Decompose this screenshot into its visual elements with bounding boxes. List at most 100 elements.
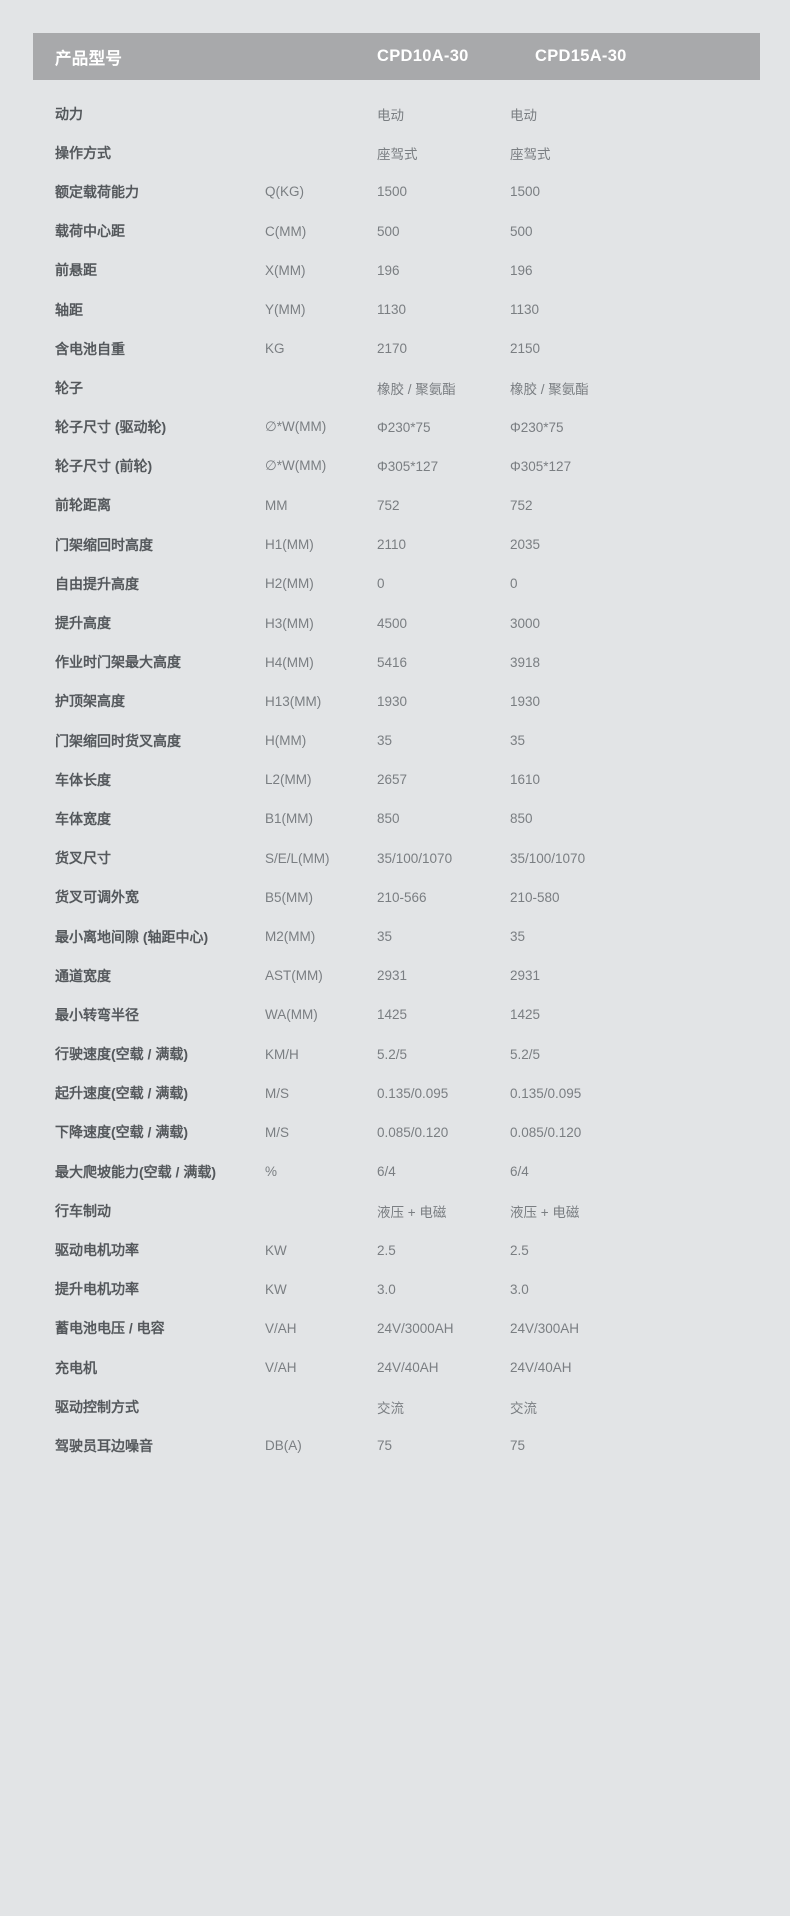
row-value-model-1: 35/100/1070 — [377, 850, 453, 866]
row-value-model-1: 2931 — [377, 968, 408, 984]
row-value-model-2: 交流 — [510, 1400, 537, 1416]
row-value-model-1: 2657 — [377, 772, 408, 788]
row-value-model-1: 2170 — [377, 341, 408, 357]
row-value-model-2: 5.2/5 — [510, 1046, 541, 1062]
row-unit: H4(MM) — [265, 654, 314, 670]
row-value-model-1: 2.5 — [377, 1242, 396, 1258]
row-unit: Y(MM) — [265, 302, 306, 318]
table-row: 最大爬坡能力(空载 / 满载)% 6/4 6/4 — [33, 1152, 760, 1191]
row-value-model-2: 24V/40AH — [510, 1360, 572, 1376]
table-row: 起升速度(空载 / 满载) M/S 0.135/0.095 0.135/0.095 — [33, 1074, 760, 1113]
row-value-model-2: 752 — [510, 497, 533, 513]
table-row: 提升电机功率 KW 3.0 3.0 — [33, 1270, 760, 1309]
row-value-model-1: 850 — [377, 811, 400, 827]
product-specification-table: 产品型号 CPD10A-30 CPD15A-30 动力 电动 电动 操作方式 座驾式 座驾… — [33, 33, 760, 1466]
row-unit: H(MM) — [265, 733, 307, 749]
row-value-model-2: 0.135/0.095 — [510, 1085, 582, 1101]
row-value-model-1: 0.085/0.120 — [377, 1124, 449, 1140]
table-row: 载荷中心距 C(MM) 500 500 — [33, 212, 760, 251]
row-value-model-1: 24V/3000AH — [377, 1320, 454, 1336]
row-value-model-2: 1425 — [510, 1007, 541, 1023]
table-row: 车体长度 L2(MM) 2657 1610 — [33, 760, 760, 799]
row-value-model-2: 0.085/0.120 — [510, 1124, 582, 1140]
row-unit: H1(MM) — [265, 537, 314, 553]
row-value-model-1: 座驾式 — [377, 146, 418, 162]
row-value-model-2: 75 — [510, 1438, 526, 1454]
row-value-model-2: 3000 — [510, 615, 541, 631]
row-value-model-2: 液压 + 电磁 — [510, 1204, 580, 1220]
table-row: 轮子 橡胶 / 聚氨酯 橡胶 / 聚氨酯 — [33, 368, 760, 407]
row-value-model-1: 橡胶 / 聚氨酯 — [377, 381, 456, 397]
row-label: 货叉可调外宽 — [55, 889, 139, 906]
row-value-model-1: Φ230*75 — [377, 419, 431, 435]
row-label: 行车制动 — [55, 1202, 111, 1219]
table-row: 驱动控制方式 交流 交流 — [33, 1387, 760, 1426]
row-value-model-1: 35 — [377, 733, 393, 749]
row-value-model-1: Φ305*127 — [377, 458, 439, 474]
row-unit: KM/H — [265, 1046, 299, 1062]
row-unit: Q(KG) — [265, 184, 304, 200]
table-row: 前轮距离 MM 752 752 — [33, 486, 760, 525]
table-row: 最小离地间隙 (轴距中心) M2(MM) 35 35 — [33, 917, 760, 956]
row-value-model-1: 6/4 — [377, 1164, 396, 1180]
row-label: 轮子 — [55, 379, 83, 396]
row-label: 车体宽度 — [55, 810, 111, 827]
table-row: 含电池自重 KG 2170 2150 — [33, 329, 760, 368]
row-value-model-1: 5.2/5 — [377, 1046, 408, 1062]
table-header-row: 产品型号 CPD10A-30 CPD15A-30 — [33, 33, 760, 80]
table-row: 提升高度 H3(MM) 4500 3000 — [33, 603, 760, 642]
row-value-model-1: 1425 — [377, 1007, 408, 1023]
table-row: 通道宽度 AST(MM) 2931 2931 — [33, 956, 760, 995]
row-unit: DB(A) — [265, 1438, 302, 1454]
table-row: 下降速度(空载 / 满载) M/S 0.085/0.120 0.085/0.120 — [33, 1113, 760, 1152]
row-unit: KW — [265, 1242, 287, 1258]
row-label: 载荷中心距 — [55, 223, 125, 240]
row-unit: H13(MM) — [265, 693, 322, 709]
row-label: 门架缩回时货叉高度 — [55, 732, 181, 749]
row-value-model-1: 0 — [377, 576, 385, 592]
row-value-model-2: 3.0 — [510, 1281, 529, 1297]
row-value-model-1: 35 — [377, 929, 393, 945]
row-unit: KG — [265, 341, 285, 357]
row-value-model-2: 0 — [510, 576, 518, 592]
row-value-model-1: 5416 — [377, 654, 408, 670]
row-unit: B1(MM) — [265, 811, 313, 827]
row-value-model-1: 2110 — [377, 537, 407, 553]
row-value-model-2: 35 — [510, 733, 526, 749]
row-unit: V/AH — [265, 1360, 297, 1376]
row-label: 驾驶员耳边噪音 — [55, 1437, 153, 1454]
row-label: 通道宽度 — [55, 967, 111, 984]
row-label: 提升高度 — [55, 615, 111, 632]
header-cell-product-model: 产品型号 — [55, 49, 123, 68]
row-unit: C(MM) — [265, 223, 307, 239]
table-row: 额定载荷能力 Q(KG) 1500 1500 — [33, 172, 760, 211]
row-label: 作业时门架最大高度 — [55, 654, 181, 671]
row-label: 最小离地间隙 (轴距中心) — [55, 928, 209, 945]
table-row: 驱动电机功率 KW 2.5 2.5 — [33, 1230, 760, 1269]
row-value-model-2: 210-580 — [510, 889, 560, 905]
row-unit: X(MM) — [265, 262, 306, 278]
table-row: 门架缩回时高度 H1(MM) 2110 2035 — [33, 525, 760, 564]
row-value-model-2: 196 — [510, 262, 533, 278]
row-label: 下降速度(空载 / 满载) — [55, 1124, 188, 1141]
row-unit: MM — [265, 497, 288, 513]
table-row: 行车制动 液压 + 电磁 液压 + 电磁 — [33, 1191, 760, 1230]
row-value-model-2: 850 — [510, 811, 533, 827]
row-unit: V/AH — [265, 1320, 297, 1336]
table-row: 门架缩回时货叉高度 H(MM) 35 35 — [33, 721, 760, 760]
row-unit: ∅*W(MM) — [265, 458, 327, 474]
header-cell-model-1: CPD10A-30 — [377, 47, 469, 65]
row-value-model-1: 交流 — [377, 1400, 404, 1416]
row-value-model-1: 4500 — [377, 615, 408, 631]
row-label: 驱动电机功率 — [55, 1242, 139, 1259]
table-row: 蓄电池电压 / 电容 V/AH 24V/3000AH 24V/300AH — [33, 1309, 760, 1348]
row-value-model-1: 1500 — [377, 184, 408, 200]
row-value-model-1: 液压 + 电磁 — [377, 1204, 447, 1220]
row-unit: S/E/L(MM) — [265, 850, 330, 866]
row-label: 起升速度(空载 / 满载) — [55, 1085, 188, 1102]
table-row: 动力 电动 电动 — [33, 94, 760, 133]
table-row: 最小转弯半径 WA(MM) 1425 1425 — [33, 995, 760, 1034]
table-row: 轮子尺寸 (驱动轮) ∅*W(MM) Φ230*75 Φ230*75 — [33, 408, 760, 447]
table-row: 货叉可调外宽 B5(MM) 210-566 210-580 — [33, 878, 760, 917]
row-value-model-2: Φ305*127 — [510, 458, 572, 474]
